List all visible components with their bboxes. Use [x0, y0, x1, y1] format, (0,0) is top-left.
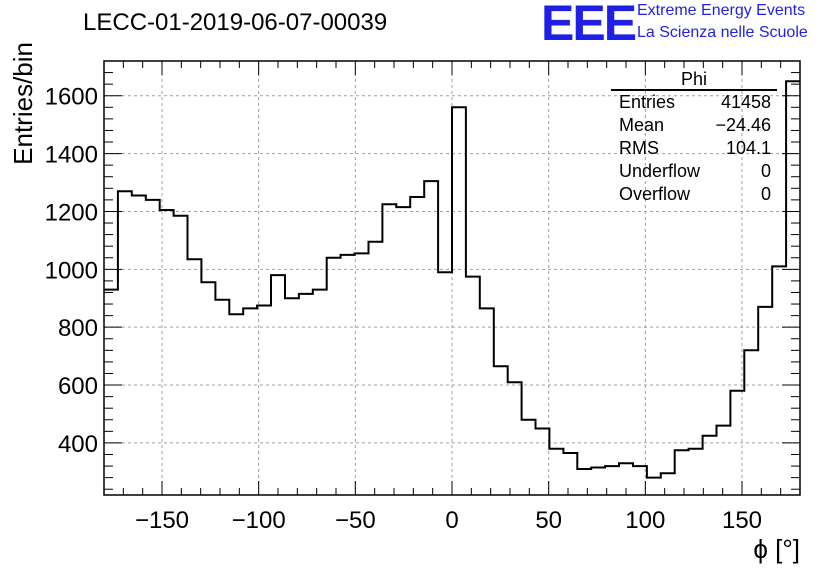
histogram-bin — [605, 466, 619, 495]
histogram-bin — [313, 290, 327, 495]
histogram-bin — [716, 426, 730, 495]
histogram-bin — [508, 382, 522, 495]
x-tick-label: 100 — [625, 507, 665, 534]
stats-value: 0 — [760, 161, 771, 181]
histogram-bin — [355, 253, 369, 495]
stats-row-overflow: Overflow 0 — [611, 183, 777, 206]
histogram-bin — [410, 197, 424, 495]
histogram-bin — [160, 210, 174, 495]
histogram-bin — [744, 350, 758, 495]
histogram-bin — [661, 473, 675, 495]
histogram-bin — [382, 204, 396, 495]
stats-label: Mean — [619, 115, 665, 135]
histogram-bin — [271, 275, 285, 495]
histogram-bin — [772, 266, 786, 495]
stats-value: 0 — [760, 184, 771, 204]
stats-label: Overflow — [619, 184, 691, 204]
stats-value: 41458 — [720, 92, 771, 112]
histogram-bin — [341, 255, 355, 495]
histogram-bin — [424, 181, 438, 495]
y-tick-label: 400 — [58, 431, 98, 458]
stats-value: 104.1 — [725, 138, 771, 158]
stats-box: Phi Entries 41458 Mean −24.46 RMS 104.1 Underf… — [611, 69, 777, 206]
chart-title: LECC-01-2019-06-07-00039 — [83, 9, 388, 36]
x-axis-label: ϕ [°] — [753, 534, 800, 564]
x-tick-label: 0 — [445, 507, 458, 534]
stats-label: Underflow — [619, 161, 701, 181]
histogram-bin — [327, 258, 341, 495]
y-tick-label: 1000 — [45, 257, 98, 284]
eee-logo: EEE — [541, 0, 637, 51]
histogram-bin — [577, 469, 591, 495]
histogram-bin — [229, 314, 243, 495]
histogram-bin — [703, 436, 717, 495]
histogram-bin — [188, 259, 202, 495]
histogram-bin — [549, 449, 563, 495]
stats-box-title: Phi — [611, 69, 777, 91]
x-tick-label: −100 — [232, 507, 286, 534]
histogram-bin — [633, 466, 647, 495]
x-tick-label: 50 — [535, 507, 562, 534]
histogram-bin — [675, 450, 689, 495]
stats-label: Entries — [619, 92, 676, 112]
stats-row-mean: Mean −24.46 — [611, 114, 777, 137]
x-tick-label: −50 — [335, 507, 376, 534]
stats-value: −24.46 — [715, 115, 771, 135]
histogram-bin — [452, 107, 466, 495]
histogram-bin — [146, 200, 160, 495]
y-tick-label: 600 — [58, 373, 98, 400]
histogram-bin — [368, 242, 382, 495]
histogram-bin — [299, 294, 313, 495]
stats-row-rms: RMS 104.1 — [611, 137, 777, 160]
histogram-bin — [689, 449, 703, 495]
stats-row-entries: Entries 41458 — [611, 91, 777, 114]
histogram-outline — [104, 80, 800, 479]
y-axis-label: Entries/bin — [8, 42, 38, 165]
histogram-bin — [730, 391, 744, 495]
histogram-bin — [201, 282, 215, 495]
histogram-bin — [215, 300, 229, 495]
histogram-bin — [257, 305, 271, 495]
histogram-bin — [647, 478, 661, 495]
histogram-bin — [118, 191, 132, 495]
histogram-bin — [174, 216, 188, 495]
histogram-bin — [758, 307, 772, 495]
histogram-bin — [438, 272, 452, 495]
logo-line-1: Extreme Energy Events — [637, 2, 806, 19]
histogram-bin — [104, 290, 118, 495]
histogram-bin — [522, 420, 536, 495]
y-tick-label: 1400 — [45, 142, 98, 169]
histogram-bin — [396, 207, 410, 495]
stats-label: RMS — [619, 138, 659, 158]
y-tick-label: 1200 — [45, 199, 98, 226]
y-tick-label: 800 — [58, 315, 98, 342]
x-tick-label: 150 — [722, 507, 762, 534]
stats-rows: Entries 41458 Mean −24.46 RMS 104.1 Underflow 0… — [611, 91, 777, 206]
x-tick-label: −150 — [135, 507, 189, 534]
logo-line-2: La Scienza nelle Scuole — [637, 24, 808, 41]
stats-row-underflow: Underflow 0 — [611, 160, 777, 183]
histogram-bin — [494, 366, 508, 495]
histogram-bin — [536, 428, 550, 495]
histogram-bin — [786, 81, 800, 495]
y-tick-label: 1600 — [45, 84, 98, 111]
histogram-bin — [285, 298, 299, 495]
histogram-bin — [563, 453, 577, 495]
histogram-bin — [480, 308, 494, 495]
histogram-bin — [591, 468, 605, 495]
histogram-bin — [466, 277, 480, 495]
histogram-bin — [132, 196, 146, 495]
histogram-bin — [243, 308, 257, 495]
